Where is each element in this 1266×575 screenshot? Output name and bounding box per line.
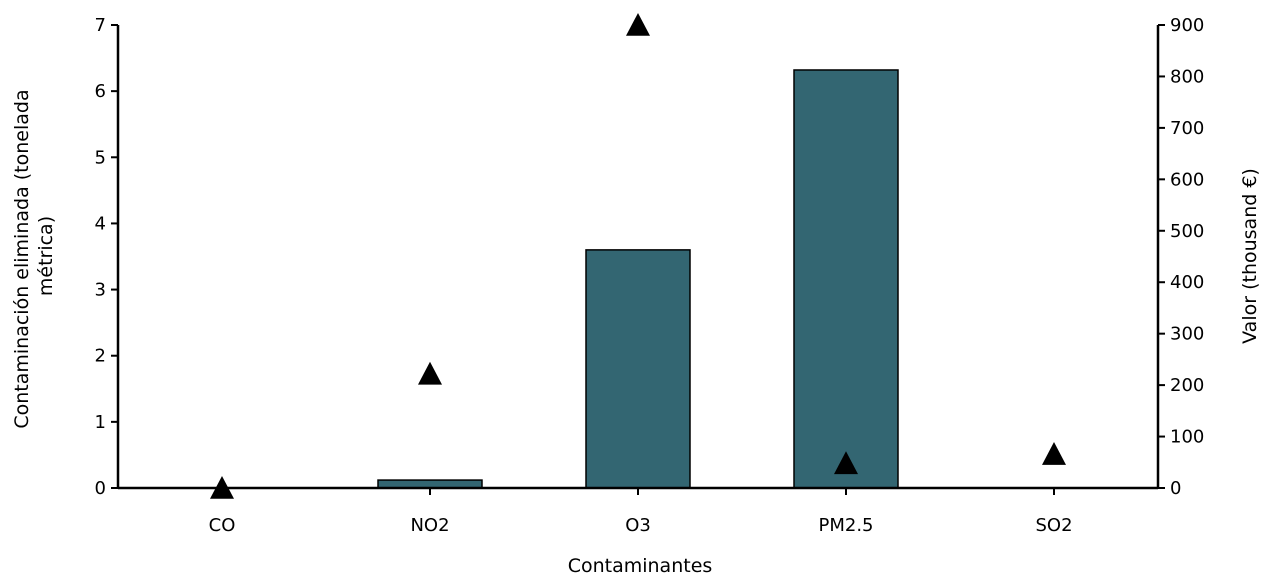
- x-tick-label: O3: [625, 515, 651, 536]
- y2-tick-label: 300: [1170, 324, 1204, 345]
- x-tick-label: PM2.5: [818, 515, 873, 536]
- bars-layer: [377, 69, 899, 489]
- x-tick-label: CO: [209, 515, 236, 536]
- bar-o3: [585, 249, 691, 489]
- y2-tick-label: 100: [1170, 427, 1204, 448]
- bar-pm25: [793, 69, 899, 489]
- y2-tick-label: 400: [1170, 272, 1204, 293]
- y2-tick-label: 500: [1170, 221, 1204, 242]
- x-tick-label: NO2: [410, 515, 449, 536]
- y-axis-title: Contaminación eliminada (tonelada métric…: [11, 83, 57, 428]
- y2-axis-title: Valor (thousand €): [1239, 168, 1261, 344]
- y2-tick-label: 0: [1170, 478, 1181, 499]
- x-tick-label: SO2: [1035, 515, 1072, 536]
- marker-so2: [1042, 442, 1066, 465]
- y2-tick-label: 700: [1170, 118, 1204, 139]
- y-tick-label: 6: [95, 81, 106, 102]
- y2-tick-label: 600: [1170, 169, 1204, 190]
- x-axis-title: Contaminantes: [568, 555, 713, 575]
- y2-tick-label: 900: [1170, 15, 1204, 36]
- y-tick-label: 1: [95, 412, 106, 433]
- marker-o3: [626, 13, 650, 36]
- labels-layer: 0 1 2 3 4 5 6 7 0 100 200 300 400 500 600 700 800 900 CO NO…: [95, 15, 1205, 536]
- y-tick-label: 3: [95, 280, 106, 301]
- y2-tick-label: 800: [1170, 66, 1204, 87]
- y-axis-title-line-2: métrica): [35, 216, 57, 296]
- y-axis-title-line-1: Contaminación eliminada (tonelada: [11, 89, 33, 428]
- y-tick-label: 5: [95, 147, 106, 168]
- markers-layer: [210, 13, 1066, 499]
- marker-pm25: [834, 451, 858, 475]
- y-tick-label: 0: [95, 478, 106, 499]
- y-tick-label: 4: [95, 213, 106, 234]
- axes-layer: [111, 24, 1165, 495]
- y-tick-label: 2: [95, 346, 106, 367]
- y-tick-label: 7: [95, 15, 106, 36]
- marker-no2: [418, 361, 442, 385]
- y2-tick-label: 200: [1170, 375, 1204, 396]
